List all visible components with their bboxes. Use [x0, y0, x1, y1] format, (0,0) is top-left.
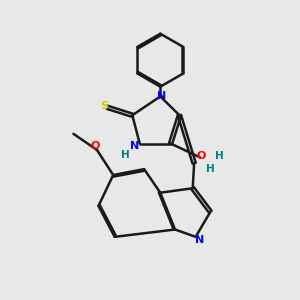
Text: S: S	[100, 101, 108, 111]
Text: O: O	[91, 142, 100, 152]
Text: H: H	[121, 150, 129, 160]
Text: H: H	[215, 151, 224, 161]
Text: N: N	[157, 92, 167, 101]
Text: N: N	[195, 235, 205, 245]
Text: H: H	[206, 164, 215, 174]
Text: N: N	[130, 141, 139, 151]
Text: O: O	[197, 151, 206, 161]
